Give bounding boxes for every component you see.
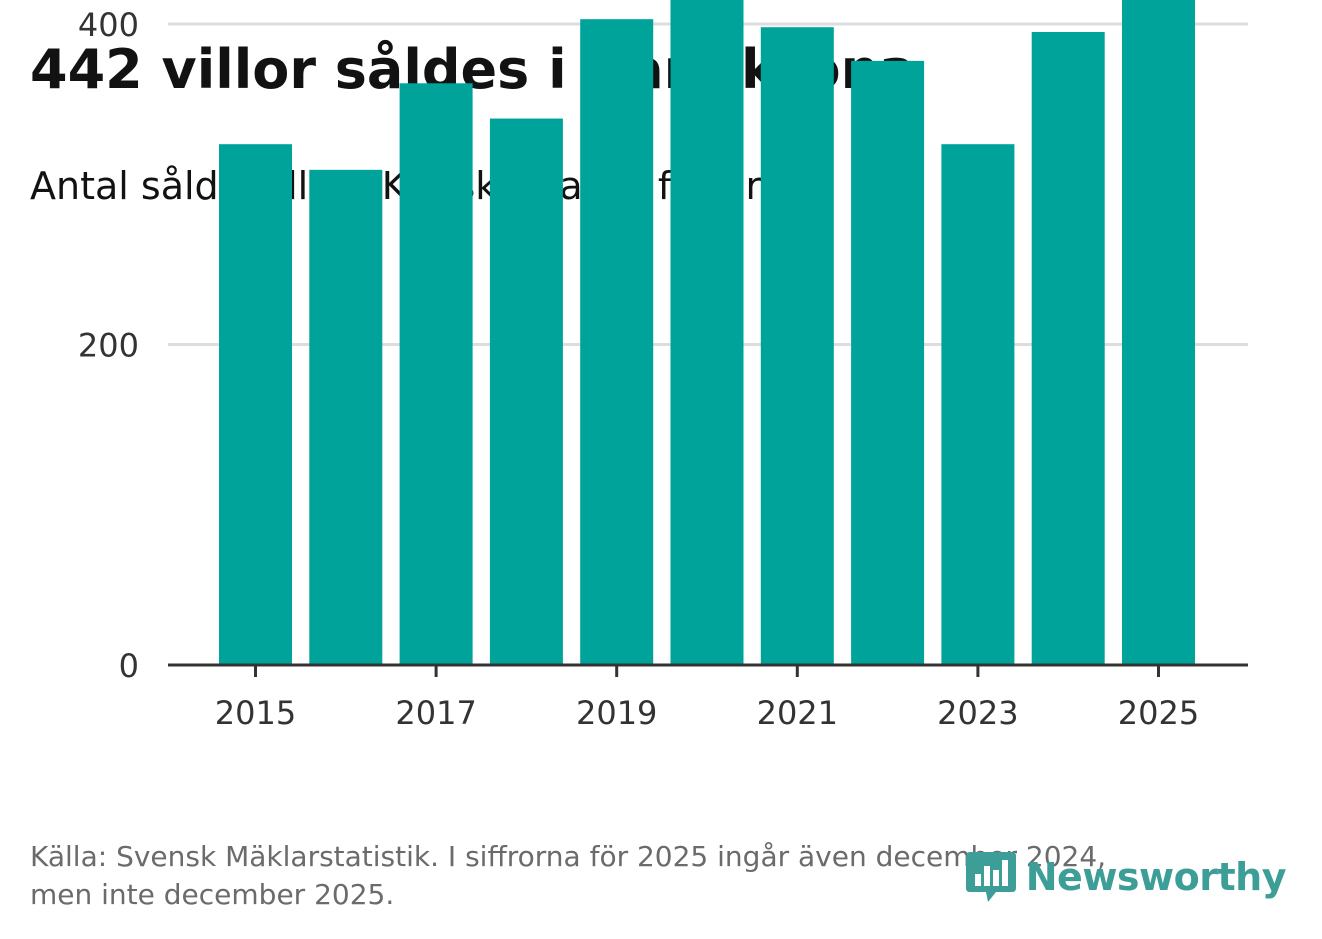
axes	[168, 663, 1248, 677]
bar-2020	[670, 0, 744, 666]
bar-2021	[760, 27, 834, 665]
bar-2022	[851, 60, 925, 666]
y-tick-label-0: 0	[119, 647, 139, 685]
tick-labels: 0 200 400 2015 2017 2019 2021 2023 2025	[78, 6, 1199, 732]
logo-text: Newsworthy	[1025, 855, 1287, 899]
x-tick-label-2023: 2023	[937, 694, 1018, 732]
newsworthy-logo: Newsworthy	[964, 848, 1287, 906]
source-note-line-1: Källa: Svensk Mäklarstatistik. I siffror…	[30, 840, 1107, 873]
bar-2015	[219, 144, 292, 665]
bar-chart-speech-bubble-icon	[965, 852, 1016, 902]
source-note-line-2: men inte december 2025.	[30, 878, 395, 911]
source-note: Källa: Svensk Mäklarstatistik. I siffror…	[30, 838, 1230, 914]
x-tick-label-2017: 2017	[395, 694, 476, 732]
bar-2025	[1122, 0, 1195, 665]
y-tick-label-400: 400	[78, 6, 139, 44]
x-tick-label-2025: 2025	[1118, 694, 1199, 732]
bar-2017	[399, 83, 473, 666]
x-tick-label-2015: 2015	[215, 694, 296, 732]
bar-2023	[941, 144, 1015, 665]
x-tick-label-2019: 2019	[576, 694, 657, 732]
bar-2024	[1031, 32, 1105, 665]
y-tick-label-200: 200	[78, 327, 139, 365]
bars	[219, 0, 1195, 666]
bar-2019	[580, 19, 654, 665]
x-tick-label-2021: 2021	[757, 694, 838, 732]
bar-2016	[309, 169, 383, 665]
bar-chart: 0 200 400 2015 2017 2019 2021 2023 2025	[78, 0, 1248, 732]
bar-2018	[489, 118, 563, 666]
